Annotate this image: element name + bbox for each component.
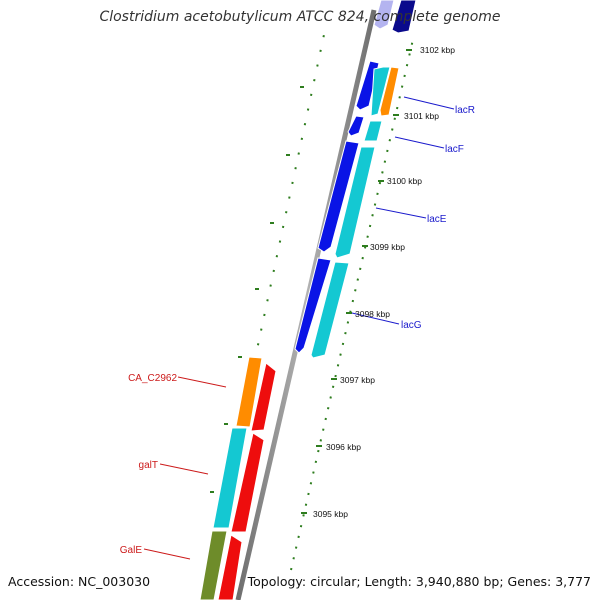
tick-label: 3097 kbp <box>340 375 375 385</box>
tick-label: 3101 kbp <box>404 111 439 121</box>
gene-arrow-blue[interactable] <box>294 257 332 354</box>
tick-label: 3102 kbp <box>420 45 455 55</box>
label-line-gale <box>143 548 191 560</box>
gene-label-gale[interactable]: GalE <box>120 545 143 556</box>
gene-arrow-cyan[interactable] <box>212 427 248 529</box>
gene-label-galt[interactable]: galT <box>139 460 158 471</box>
gene-arrow-blue[interactable] <box>317 140 360 253</box>
gene-arrow-blue[interactable] <box>347 115 365 137</box>
accession-text: Accession: NC_003030 <box>8 574 151 589</box>
gene-arrow-orange[interactable] <box>235 356 263 428</box>
gene-label-lace[interactable]: lacE <box>427 214 447 225</box>
tick-label: 3099 kbp <box>370 242 405 252</box>
label-line-lacr <box>403 96 455 110</box>
gene-arrow-lavender[interactable] <box>373 0 395 30</box>
gene-label-lacg[interactable]: lacG <box>401 320 422 331</box>
gene-arrow-cyan[interactable] <box>334 146 376 259</box>
tick-label: 3096 kbp <box>326 442 361 452</box>
gene-arrow-red[interactable] <box>230 432 265 533</box>
tick-label: 3098 kbp <box>355 309 390 319</box>
label-line-galt <box>159 463 209 475</box>
label-line-ca-c2962 <box>177 376 227 388</box>
topology-text: Topology: circular; Length: 3,940,880 bp… <box>247 574 591 589</box>
label-line-lacg <box>351 312 400 325</box>
gene-arrow-cyan[interactable] <box>370 66 391 117</box>
label-line-lace <box>375 207 427 219</box>
gene-arrow-navy[interactable] <box>391 0 417 34</box>
genome-title: Clostridium acetobutylicum ATCC 824, com… <box>99 9 501 25</box>
gene-arrow-olive[interactable] <box>199 530 228 600</box>
gene-arrow-red[interactable] <box>217 534 243 600</box>
label-line-lacf <box>394 136 445 149</box>
gene-arrow-cyan[interactable] <box>310 261 350 359</box>
gene-arrow-orange[interactable] <box>379 66 400 117</box>
major-ticks <box>301 49 412 514</box>
gene-arrow-red[interactable] <box>250 362 277 432</box>
gene-label-lacr[interactable]: lacR <box>455 105 475 116</box>
gene-label-lacf[interactable]: lacF <box>445 144 464 155</box>
gene-arrow-cyan[interactable] <box>363 120 383 142</box>
tick-label: 3095 kbp <box>313 509 348 519</box>
inner-ticks <box>210 86 304 493</box>
gene-label-ca-c2962[interactable]: CA_C2962 <box>128 373 177 384</box>
tick-label: 3100 kbp <box>387 176 422 186</box>
